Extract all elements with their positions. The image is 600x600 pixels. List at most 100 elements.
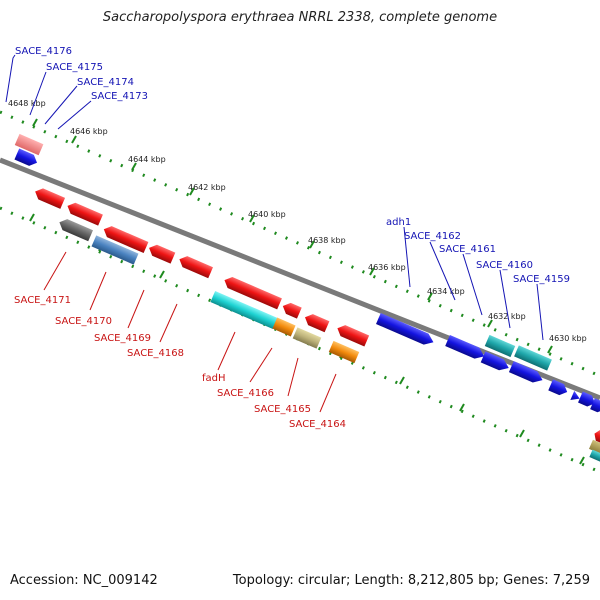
reverse-gene-labels: SACE_4171 SACE_4170 SACE_4169 SACE_4168 … (14, 295, 346, 430)
gene-arrow[interactable] (592, 428, 600, 444)
gene-label[interactable]: SACE_4169 (94, 333, 151, 344)
leader-line (429, 241, 456, 301)
gene-label[interactable]: SACE_4175 (46, 62, 103, 73)
leader-line (43, 251, 67, 291)
leader-line (403, 226, 411, 288)
gene-arrow[interactable] (272, 317, 296, 337)
forward-gene-labels: SACE_4176 SACE_4175 SACE_4174 SACE_4173 … (15, 46, 570, 285)
gene-arrow[interactable] (480, 351, 511, 373)
gene-arrow[interactable] (588, 439, 600, 455)
gene-label[interactable]: SACE_4162 (404, 231, 461, 242)
leader-line (319, 373, 337, 413)
accession-text: Accession: NC_009142 (10, 573, 158, 588)
major-tick (547, 345, 553, 354)
gene-label[interactable]: adh1 (386, 217, 411, 228)
map-title: Saccharopolyspora erythraea NRRL 2338, c… (102, 10, 498, 25)
gene-arrow[interactable] (222, 275, 282, 310)
kbp-label: 4640 kbp (248, 210, 286, 219)
kbp-label: 4638 kbp (308, 236, 346, 245)
gene-label[interactable]: SACE_4164 (289, 419, 346, 430)
gene-arrow[interactable] (14, 148, 39, 169)
leader-line (249, 347, 273, 383)
major-tick (159, 270, 165, 279)
leader-line (5, 54, 16, 103)
major-tick (309, 240, 315, 249)
major-tick (399, 376, 405, 385)
major-tick (249, 214, 255, 223)
major-tick (369, 267, 375, 276)
gene-arrow[interactable] (570, 390, 581, 403)
reverse-strand-genes (33, 186, 600, 463)
leader-line (127, 289, 145, 329)
major-tick (32, 118, 38, 127)
gene-arrow[interactable] (57, 217, 93, 242)
gene-label[interactable]: SACE_4160 (476, 260, 533, 271)
forward-strand-genes (14, 133, 600, 415)
gene-arrow[interactable] (33, 186, 66, 209)
leader-line (44, 85, 78, 125)
gene-label[interactable]: SACE_4174 (77, 77, 134, 88)
gene-arrow[interactable] (514, 345, 552, 371)
gene-arrow[interactable] (65, 200, 103, 226)
kbp-label: 4648 kbp (8, 99, 46, 108)
leader-line (462, 253, 483, 316)
gene-label[interactable]: SACE_4170 (55, 316, 112, 327)
leader-line (287, 357, 299, 397)
gene-arrow[interactable] (280, 301, 302, 319)
kbp-label: 4634 kbp (427, 287, 465, 296)
leader-line (89, 271, 107, 311)
gene-label[interactable]: fadH (202, 373, 226, 384)
gene-arrow[interactable] (91, 235, 139, 265)
gene-arrow[interactable] (147, 242, 176, 264)
gene-label[interactable]: SACE_4173 (91, 91, 148, 102)
gene-label[interactable]: SACE_4165 (254, 404, 311, 415)
major-tick (459, 403, 465, 412)
gene-arrow[interactable] (101, 224, 149, 254)
gene-label[interactable]: SACE_4176 (15, 46, 72, 57)
major-tick (487, 319, 493, 328)
gene-arrow[interactable] (508, 361, 545, 386)
gene-arrow[interactable] (548, 379, 569, 397)
major-tick (29, 213, 35, 222)
gene-arrow[interactable] (328, 340, 360, 364)
leader-line (57, 100, 92, 130)
gene-label[interactable]: SACE_4171 (14, 295, 71, 306)
leader-line (536, 283, 544, 341)
gene-label[interactable]: SACE_4159 (513, 274, 570, 285)
kbp-label: 4632 kbp (488, 312, 526, 321)
gene-arrow[interactable] (335, 323, 370, 347)
leader-line (217, 331, 236, 371)
major-tick (427, 292, 433, 301)
gene-arrow[interactable] (484, 334, 516, 358)
gene-label[interactable]: SACE_4166 (217, 388, 274, 399)
genome-backbone (0, 157, 600, 401)
gene-arrow[interactable] (445, 334, 486, 362)
gene-arrow[interactable] (376, 312, 436, 348)
leader-line (159, 303, 178, 343)
kbp-label: 4642 kbp (188, 183, 226, 192)
gene-arrow[interactable] (210, 290, 278, 330)
genome-summary-text: Topology: circular; Length: 8,212,805 bp… (232, 573, 590, 588)
gene-arrow[interactable] (177, 254, 213, 279)
gene-arrow[interactable] (303, 312, 330, 333)
leader-line (29, 71, 47, 116)
leader-line (499, 269, 511, 329)
major-tick (71, 135, 77, 144)
kbp-label: 4630 kbp (549, 334, 587, 343)
kbp-label: 4636 kbp (368, 263, 406, 272)
gene-label[interactable]: SACE_4168 (127, 348, 184, 359)
gene-arrow[interactable] (292, 327, 322, 349)
major-tick (519, 429, 525, 438)
major-tick (579, 456, 585, 465)
gene-arrow[interactable] (14, 133, 44, 156)
reverse-label-leaders (43, 251, 337, 413)
gene-arrow[interactable] (578, 391, 597, 409)
gene-label[interactable]: SACE_4161 (439, 244, 496, 255)
gene-arrow[interactable] (589, 449, 600, 463)
major-tick (131, 162, 137, 171)
outer-scale-ticks (0, 110, 600, 378)
gene-arrow[interactable] (590, 398, 600, 415)
major-tick (189, 187, 195, 196)
